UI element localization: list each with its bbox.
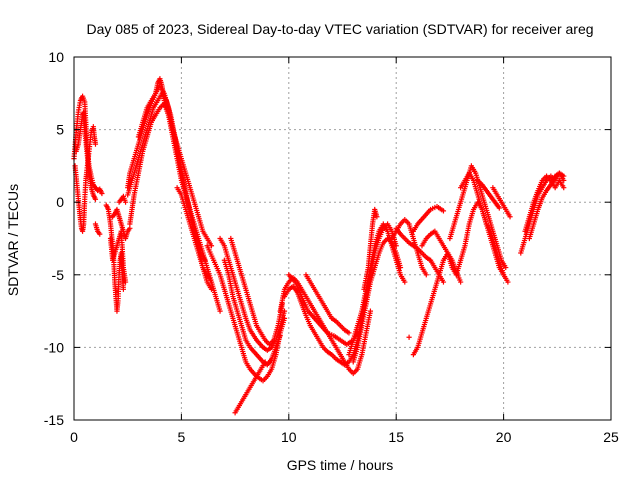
y-tick-label: 0 <box>56 194 64 210</box>
y-tick-label: 10 <box>48 49 64 65</box>
data-point <box>99 190 105 197</box>
series-track-14 <box>204 243 288 384</box>
data-point <box>120 286 127 292</box>
x-tick-label: 20 <box>496 429 512 445</box>
y-tick-label: -10 <box>44 339 64 355</box>
grid-lines <box>74 57 611 420</box>
data-point <box>346 330 352 336</box>
x-tick-label: 15 <box>388 429 404 445</box>
data-point <box>458 279 464 285</box>
data-point <box>402 279 408 285</box>
series-track-6 <box>107 228 129 285</box>
data-point <box>393 243 399 249</box>
data-point <box>503 264 509 271</box>
x-tick-label: 25 <box>603 429 619 445</box>
series-track-38 <box>518 170 567 256</box>
data-point <box>127 225 133 231</box>
data-point <box>217 308 223 314</box>
series-track-29 <box>406 334 412 340</box>
series-track-34 <box>453 199 507 278</box>
series-track-7 <box>110 206 133 242</box>
series-track-4 <box>92 221 103 237</box>
series-track-35 <box>458 170 511 285</box>
series-track-32 <box>410 203 447 234</box>
series-track-27 <box>389 217 429 278</box>
x-tick-label: 5 <box>178 429 186 445</box>
series-track-18 <box>232 359 268 416</box>
data-point <box>397 264 404 271</box>
chart-title: Day 085 of 2023, Sidereal Day-to-day VTE… <box>86 21 593 37</box>
series-track-13 <box>174 185 223 314</box>
series-track-26 <box>361 206 380 292</box>
data-series <box>71 76 567 416</box>
data-point <box>423 272 429 278</box>
data-point <box>122 279 129 285</box>
series-track-37 <box>490 185 513 220</box>
data-point <box>440 279 447 285</box>
series-track-5 <box>103 202 127 314</box>
y-axis-label: SDTVAR / TECUs <box>5 184 21 296</box>
series-track-39 <box>522 173 567 234</box>
data-point <box>440 208 447 214</box>
data-point <box>367 308 374 314</box>
data-point <box>374 214 380 220</box>
axis-ticks: 0 5 10 15 20 25 10 5 0 -5 -10 -15 <box>44 49 619 445</box>
series-track-36 <box>475 177 502 211</box>
x-tick-label: 10 <box>281 429 297 445</box>
series-track-17 <box>228 235 285 348</box>
data-point <box>505 279 511 285</box>
y-tick-label: -5 <box>52 267 65 283</box>
data-point <box>561 185 567 191</box>
plot-frame <box>73 56 612 421</box>
data-point <box>122 199 129 205</box>
x-tick-label: 0 <box>70 429 78 445</box>
data-point <box>97 231 103 237</box>
data-point <box>507 214 513 220</box>
y-tick-label: 5 <box>56 122 64 138</box>
series-track-22 <box>303 272 352 336</box>
data-point <box>202 257 208 263</box>
data-point <box>496 205 502 211</box>
series-track-40 <box>526 170 567 242</box>
series-track-15 <box>217 235 288 353</box>
y-tick-label: -15 <box>44 412 64 428</box>
series-track-31 <box>419 228 464 285</box>
data-point <box>92 196 99 202</box>
series-track-3 <box>73 109 99 202</box>
series-track-8 <box>116 193 129 205</box>
data-point <box>277 333 283 339</box>
data-point <box>561 173 567 179</box>
data-point <box>406 334 412 340</box>
data-point <box>92 141 99 147</box>
x-axis-label: GPS time / hours <box>287 457 394 473</box>
data-point <box>262 359 268 365</box>
